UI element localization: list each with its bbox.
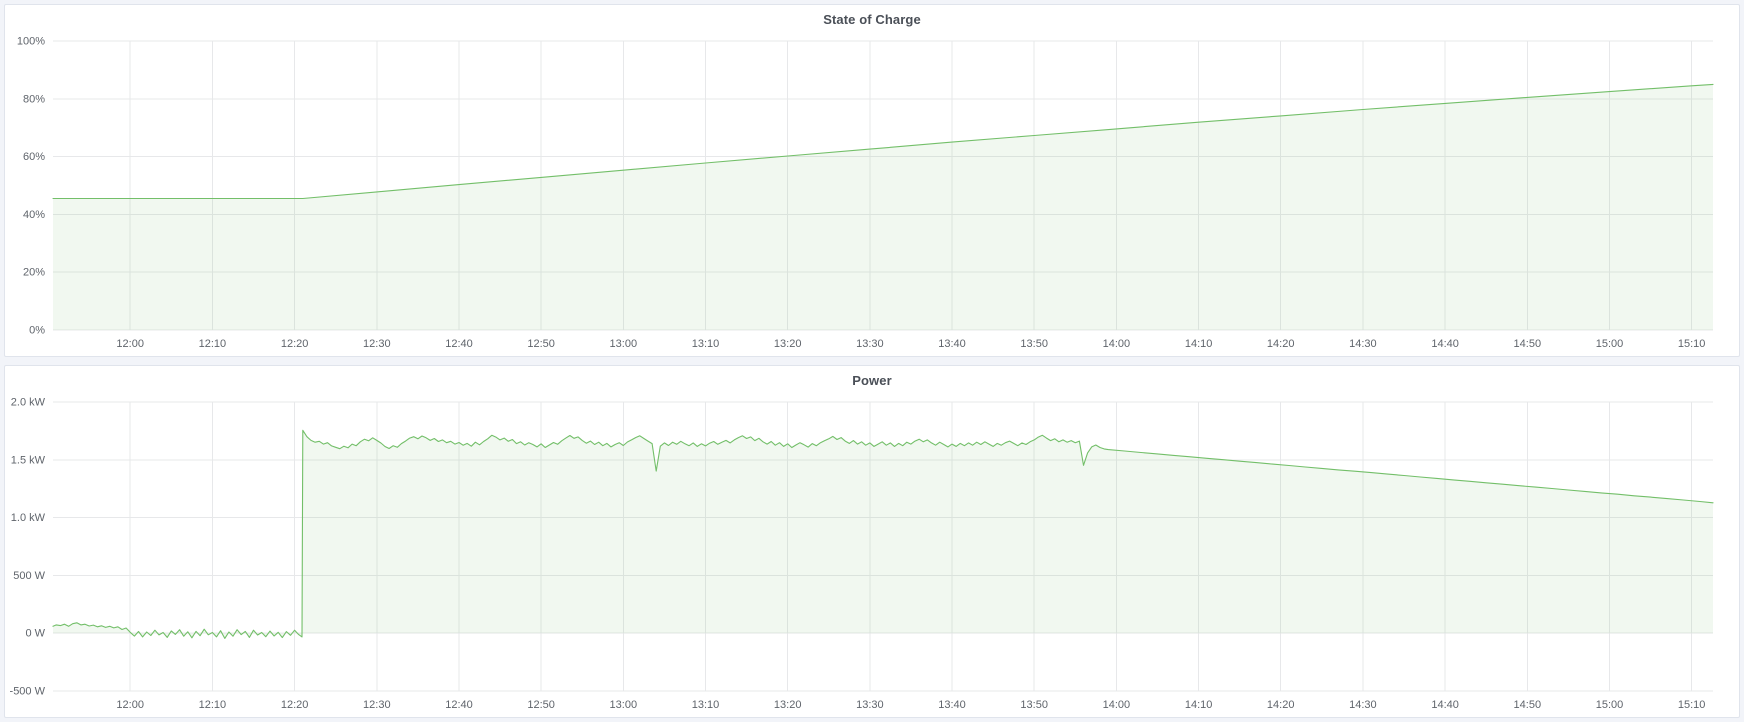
svg-text:0%: 0% — [29, 325, 45, 337]
svg-text:1.5 kW: 1.5 kW — [11, 454, 46, 466]
svg-text:13:50: 13:50 — [1020, 699, 1048, 711]
panel-state-of-charge: State of Charge 12:00 12:10 12:20 12:30 12:4… — [4, 4, 1740, 357]
svg-text:0 W: 0 W — [25, 628, 45, 640]
svg-text:12:00: 12:00 — [116, 338, 144, 350]
svg-text:14:40: 14:40 — [1431, 338, 1459, 350]
svg-text:14:00: 14:00 — [1103, 699, 1131, 711]
svg-text:12:40: 12:40 — [445, 699, 473, 711]
svg-text:14:40: 14:40 — [1431, 699, 1459, 711]
svg-text:14:20: 14:20 — [1267, 699, 1295, 711]
power-chart-area: 12:00 12:10 12:20 12:30 12:40 12:50 13:00 13:10… — [5, 394, 1739, 717]
svg-text:15:10: 15:10 — [1678, 699, 1706, 711]
svg-text:14:50: 14:50 — [1514, 338, 1542, 350]
svg-text:1.0 kW: 1.0 kW — [11, 512, 46, 524]
svg-text:15:10: 15:10 — [1678, 338, 1706, 350]
svg-text:13:00: 13:00 — [610, 338, 638, 350]
svg-text:12:00: 12:00 — [116, 699, 144, 711]
state-of-charge-chart-canvas[interactable]: 12:00 12:10 12:20 12:30 12:40 12:50 13:00 13:10… — [7, 33, 1737, 354]
svg-text:14:50: 14:50 — [1514, 699, 1542, 711]
panel-title-power: Power — [852, 372, 892, 388]
svg-text:12:20: 12:20 — [281, 338, 309, 350]
state-of-charge-chart-area: 12:00 12:10 12:20 12:30 12:40 12:50 13:00 13:10… — [5, 33, 1739, 356]
svg-text:20%: 20% — [23, 267, 45, 279]
svg-text:13:30: 13:30 — [856, 338, 884, 350]
svg-text:13:30: 13:30 — [856, 699, 884, 711]
svg-text:14:30: 14:30 — [1349, 699, 1377, 711]
svg-text:12:30: 12:30 — [363, 338, 391, 350]
svg-text:15:00: 15:00 — [1596, 699, 1624, 711]
svg-text:12:20: 12:20 — [281, 699, 309, 711]
svg-text:13:20: 13:20 — [774, 338, 802, 350]
svg-text:12:10: 12:10 — [199, 338, 227, 350]
svg-text:500 W: 500 W — [13, 570, 45, 582]
svg-text:13:40: 13:40 — [938, 338, 966, 350]
svg-text:14:10: 14:10 — [1185, 338, 1213, 350]
power-chart-canvas[interactable]: 12:00 12:10 12:20 12:30 12:40 12:50 13:00 13:10… — [7, 394, 1737, 715]
svg-text:100%: 100% — [17, 36, 45, 48]
svg-text:12:50: 12:50 — [527, 338, 555, 350]
svg-text:80%: 80% — [23, 93, 45, 105]
svg-text:60%: 60% — [23, 151, 45, 163]
svg-text:12:30: 12:30 — [363, 699, 391, 711]
svg-text:14:30: 14:30 — [1349, 338, 1377, 350]
svg-text:13:50: 13:50 — [1020, 338, 1048, 350]
svg-text:2.0 kW: 2.0 kW — [11, 397, 46, 409]
svg-text:12:50: 12:50 — [527, 699, 555, 711]
svg-text:12:10: 12:10 — [199, 699, 227, 711]
svg-text:13:40: 13:40 — [938, 699, 966, 711]
panel-power: Power 12:00 12:10 12:20 12:30 12:40 12:50 13:0… — [4, 365, 1740, 718]
svg-text:13:10: 13:10 — [692, 699, 720, 711]
svg-text:-500 W: -500 W — [10, 686, 46, 698]
svg-text:12:40: 12:40 — [445, 338, 473, 350]
svg-text:14:00: 14:00 — [1103, 338, 1131, 350]
svg-text:13:20: 13:20 — [774, 699, 802, 711]
svg-text:13:10: 13:10 — [692, 338, 720, 350]
svg-text:40%: 40% — [23, 209, 45, 221]
svg-text:13:00: 13:00 — [610, 699, 638, 711]
svg-text:15:00: 15:00 — [1596, 338, 1624, 350]
panel-header-state-of-charge[interactable]: State of Charge — [5, 5, 1739, 33]
panel-title-state-of-charge: State of Charge — [823, 11, 921, 27]
svg-text:14:20: 14:20 — [1267, 338, 1295, 350]
svg-text:14:10: 14:10 — [1185, 699, 1213, 711]
panel-header-power[interactable]: Power — [5, 366, 1739, 394]
